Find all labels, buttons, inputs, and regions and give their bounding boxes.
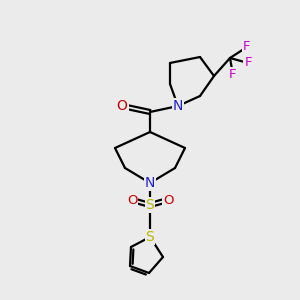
Text: F: F	[229, 68, 237, 82]
Text: F: F	[244, 56, 252, 70]
Text: F: F	[243, 40, 251, 53]
Text: N: N	[173, 99, 183, 113]
Text: O: O	[127, 194, 137, 206]
Text: S: S	[146, 230, 154, 244]
Text: N: N	[145, 176, 155, 190]
Text: O: O	[163, 194, 173, 206]
Text: S: S	[146, 198, 154, 212]
Text: O: O	[117, 99, 128, 113]
